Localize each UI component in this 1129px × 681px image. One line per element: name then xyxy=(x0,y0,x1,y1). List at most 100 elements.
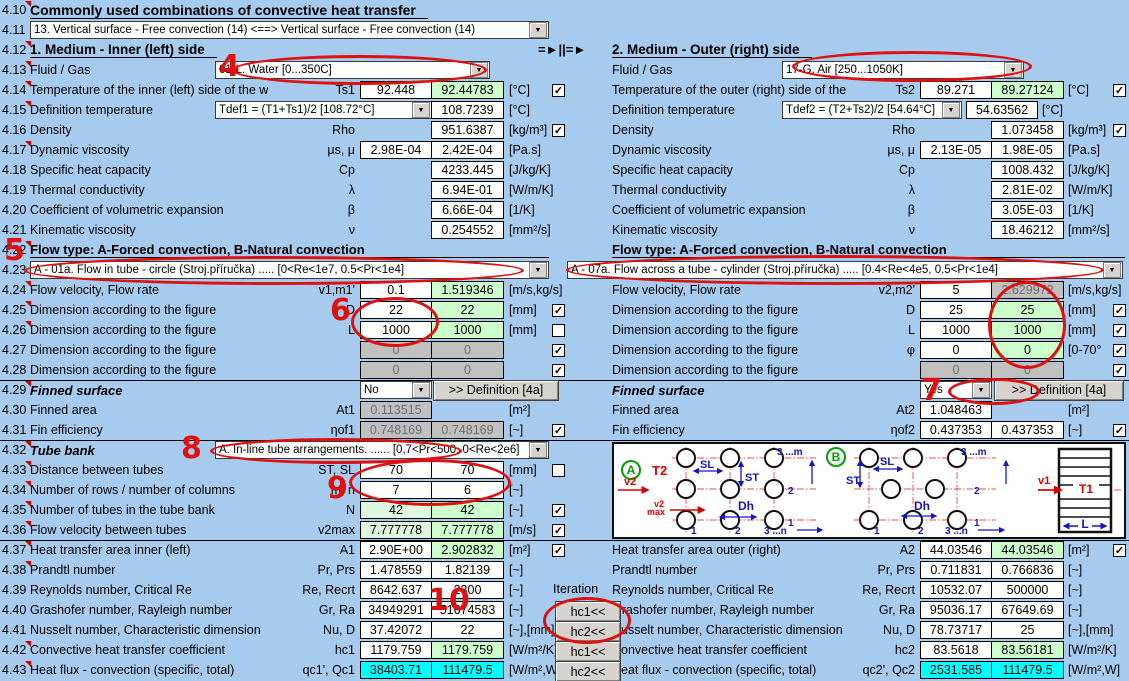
input-cell[interactable]: 44.03546 xyxy=(920,541,992,559)
definition-temp-left-value: Tdef1 = (T1+Ts1)/2 [108.72°C] xyxy=(219,104,375,116)
input-cell[interactable]: 0.437353 xyxy=(920,421,992,439)
definition-button-left[interactable]: >> Definition [4a] xyxy=(433,379,559,401)
input-cell[interactable]: 6 xyxy=(431,481,504,499)
row-4-34: 4.34 Number of rows / number of columns … xyxy=(0,480,1129,500)
checkbox[interactable] xyxy=(552,363,565,377)
input-cell[interactable]: 5 xyxy=(920,281,992,299)
combination-dropdown[interactable]: 13. Vertical surface - Free convection (… xyxy=(30,21,549,39)
chevron-down-icon[interactable] xyxy=(412,102,430,118)
chevron-down-icon[interactable] xyxy=(1103,262,1121,278)
finned-surface-dropdown-left[interactable]: No xyxy=(360,381,432,399)
checkbox[interactable] xyxy=(1113,83,1126,97)
chevron-down-icon[interactable] xyxy=(529,262,547,278)
row-4-27: 4.27 Dimension according to the figure 0… xyxy=(0,340,1129,360)
checkbox[interactable] xyxy=(552,503,565,517)
hc2-iteration-button[interactable]: hc2<< xyxy=(555,621,621,642)
input-cell[interactable]: 0.1 xyxy=(360,281,432,299)
checkbox[interactable] xyxy=(1113,543,1126,557)
hc2-apply-button[interactable]: hc2<< xyxy=(555,661,621,681)
checkbox[interactable] xyxy=(552,303,565,317)
tube-arrangement-dropdown[interactable]: A. In-line tube arrangements. ...... [0,… xyxy=(215,441,549,459)
unit-label: [m²] xyxy=(1068,543,1090,557)
unit-label: [mm²/s] xyxy=(509,223,551,237)
row-4-13: 4.13 Fluid / Gas 01-L. Water [0...350C] … xyxy=(0,60,1129,80)
chevron-down-icon[interactable] xyxy=(529,22,547,38)
flow-type-dropdown-right[interactable]: A - 07a. Flow across a tube - cylinder (… xyxy=(567,261,1123,279)
unit-label: [m²] xyxy=(509,543,531,557)
output-cell: 6.66E-04 xyxy=(431,201,504,219)
checkbox[interactable] xyxy=(552,543,565,557)
checkbox[interactable] xyxy=(1113,123,1126,137)
dh-label-b: Dh xyxy=(914,499,930,513)
coln-b: 3 ...n xyxy=(945,526,968,537)
input-cell[interactable]: 70 xyxy=(431,461,504,479)
finned-surface-dropdown-right[interactable]: Yes xyxy=(920,381,992,399)
checkbox[interactable] xyxy=(552,323,565,337)
chevron-down-icon[interactable] xyxy=(412,382,430,398)
definition-temp-dropdown-right[interactable]: Tdef2 = (T2+Ts2)/2 [54.64°C] xyxy=(782,101,962,119)
checkbox[interactable] xyxy=(1113,423,1126,437)
checkbox[interactable] xyxy=(552,423,565,437)
chevron-down-icon[interactable] xyxy=(529,442,547,458)
chevron-down-icon[interactable] xyxy=(1004,62,1022,78)
symbol-right: ηof2 xyxy=(890,423,915,437)
label-right: Dimension according to the figure xyxy=(612,343,799,357)
row-number: 4.11 xyxy=(2,23,26,37)
row-number: 4.22 xyxy=(0,240,31,260)
unit-label: [m/s,kg/s] xyxy=(1068,283,1122,297)
input-cell[interactable]: 92.448 xyxy=(360,81,432,99)
label-left: Dimension according to the figure xyxy=(30,323,217,337)
checkbox[interactable] xyxy=(552,523,565,537)
input-cell[interactable]: 1000 xyxy=(920,321,992,339)
input-cell[interactable]: 1000 xyxy=(360,321,432,339)
checkbox[interactable] xyxy=(1113,363,1126,377)
label-right: Dimension according to the figure xyxy=(612,303,799,317)
definition-button-right[interactable]: >> Definition [4a] xyxy=(994,379,1124,401)
input-cell[interactable]: 0.437353 xyxy=(991,421,1064,439)
output-cell: 92.44783 xyxy=(431,81,504,99)
input-cell[interactable]: 2.90E+00 xyxy=(360,541,432,559)
input-cell[interactable]: 83.5618 xyxy=(920,641,992,659)
row-4-25: 4.25 Dimension according to the figure D… xyxy=(0,300,1129,320)
flow-type-dropdown-left[interactable]: A - 01a. Flow in tube - circle (Stroj.př… xyxy=(30,261,549,279)
input-cell[interactable]: 70 xyxy=(360,461,432,479)
unit-label: [~] xyxy=(1068,423,1083,437)
hc1-apply-button[interactable]: hc1<< xyxy=(555,641,621,662)
checkbox[interactable] xyxy=(552,83,565,97)
label-right: Fin efficiency xyxy=(612,423,685,437)
chevron-down-icon[interactable] xyxy=(972,382,990,398)
input-cell[interactable]: 22 xyxy=(360,301,432,319)
rowm-b: 3 ...m xyxy=(961,447,987,458)
unit-label: [mm] xyxy=(1068,323,1096,337)
fluid-dropdown-right[interactable]: 17-G. Air [250...1050K] xyxy=(782,61,1024,79)
unit-label: [W/m²/K] xyxy=(1068,643,1117,657)
flow-direction-arrows: =►||=► xyxy=(538,42,587,57)
disabled-cell: 0.113515 xyxy=(360,401,432,419)
blank-cell xyxy=(920,201,992,219)
input-cell[interactable]: 1.048463 xyxy=(920,401,992,419)
label-left: Finned area xyxy=(30,403,97,417)
output-cell: 2.13E-05 xyxy=(920,141,992,159)
chevron-down-icon[interactable] xyxy=(470,62,488,78)
checkbox[interactable] xyxy=(552,343,565,357)
input-cell[interactable]: 0 xyxy=(920,341,992,359)
row-number: 4.43 xyxy=(0,660,31,680)
result-cell: 38403.71 xyxy=(360,661,432,679)
fluid-dropdown-left[interactable]: 01-L. Water [0...350C] xyxy=(215,61,490,79)
unit-label: [W/m²,W] xyxy=(509,663,562,677)
chevron-down-icon[interactable] xyxy=(942,102,960,118)
checkbox[interactable] xyxy=(552,463,565,477)
input-cell[interactable]: 25 xyxy=(920,301,992,319)
input-cell[interactable]: 89.271 xyxy=(920,81,992,99)
label-right: Heat transfer area outer (right) xyxy=(612,543,781,557)
input-cell[interactable]: 7 xyxy=(360,481,432,499)
checkbox[interactable] xyxy=(552,123,565,137)
label-left: Convective heat transfer coefficient xyxy=(30,643,226,657)
input-cell[interactable]: 1179.759 xyxy=(360,641,432,659)
label-left: Reynolds number, Critical Re xyxy=(30,583,192,597)
definition-temp-dropdown-left[interactable]: Tdef1 = (T1+Ts1)/2 [108.72°C] xyxy=(215,101,432,119)
checkbox[interactable] xyxy=(1113,343,1126,357)
checkbox[interactable] xyxy=(1113,303,1126,317)
checkbox[interactable] xyxy=(1113,323,1126,337)
hc1-iteration-button[interactable]: hc1<< xyxy=(555,601,621,622)
